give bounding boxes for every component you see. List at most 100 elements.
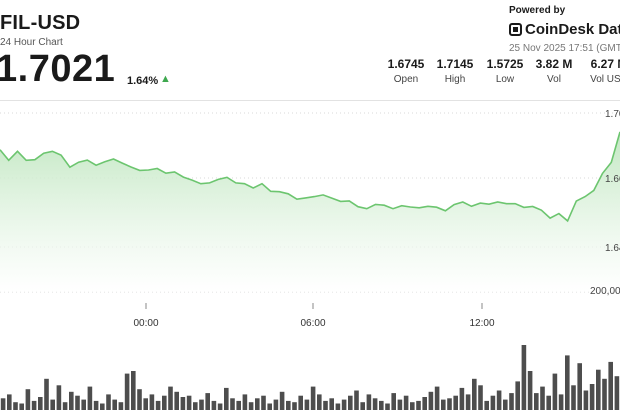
volume-bar	[310, 386, 316, 410]
y-tick-label: 1.70	[605, 109, 620, 120]
volume-bar	[124, 373, 130, 410]
volume-bar	[168, 386, 173, 410]
volume-bar	[93, 400, 99, 410]
stat-low-value: 1.5725	[486, 57, 524, 71]
volume-bar	[459, 387, 465, 410]
volume-bar	[87, 386, 93, 410]
volume-bar	[571, 385, 576, 410]
volume-bar	[236, 400, 241, 410]
volume-bar	[348, 395, 353, 410]
volume-bar	[224, 387, 229, 410]
brand-logo[interactable]: CoinDesk Data	[509, 21, 620, 38]
volume-bar	[143, 398, 148, 410]
volume-bar	[13, 402, 18, 410]
volume-bar	[503, 399, 508, 410]
volume-bar	[372, 398, 378, 410]
stat-high: 1.7145 High	[430, 57, 480, 85]
volume-bar	[211, 400, 217, 410]
header-separator	[0, 100, 620, 101]
volume-bar	[577, 363, 582, 410]
volume-bar	[317, 394, 322, 410]
stat-open-label: Open	[393, 74, 419, 85]
volume-bar	[608, 361, 613, 410]
volume-bar	[193, 402, 198, 410]
volume-tick-label: 200,000	[590, 286, 620, 297]
volume-bar	[137, 389, 142, 410]
volume-bar	[162, 395, 167, 410]
volume-bar	[565, 355, 570, 410]
stat-vol-label: Vol	[547, 74, 561, 85]
chart-subtitle: 24 Hour Chart	[0, 37, 63, 48]
volume-bar	[242, 394, 248, 410]
stat-high-value: 1.7145	[436, 57, 474, 71]
stat-vol-usd-label: Vol USD	[590, 74, 620, 85]
volume-bar	[199, 399, 204, 410]
volume-bar	[7, 394, 12, 410]
volume-bar	[62, 402, 68, 410]
volume-bar	[379, 400, 384, 410]
pair-title: FIL-USD	[0, 12, 81, 34]
volume-bar	[19, 403, 24, 410]
volume-bar	[174, 391, 179, 410]
price-line	[0, 131, 620, 223]
volume-bar	[304, 399, 310, 410]
volume-bar	[230, 398, 235, 410]
x-tick-label: 00:00	[133, 318, 158, 329]
volume-bar	[472, 378, 477, 410]
volume-bar	[205, 393, 210, 410]
x-tick-label: 06:00	[300, 318, 325, 329]
stat-vol-usd-value: 6.27 M	[590, 57, 620, 71]
volume-bar	[490, 395, 496, 410]
volume-bar	[596, 369, 601, 410]
up-arrow-icon: ▲	[160, 73, 171, 85]
volume-bar	[267, 403, 272, 410]
volume-bar	[292, 402, 297, 410]
volume-bar	[410, 402, 415, 410]
volume-bar	[298, 395, 303, 410]
powered-by-label: Powered by	[509, 5, 566, 16]
volume-bar	[44, 378, 49, 410]
volume-bar	[441, 399, 446, 410]
volume-bar	[521, 345, 527, 410]
volume-bar	[273, 399, 279, 410]
volume-bar	[38, 397, 43, 410]
stat-vol-usd: 6.27 M Vol USD	[584, 57, 620, 85]
volume-bar	[453, 395, 458, 410]
stat-vol: 3.82 M Vol	[529, 57, 579, 85]
y-tick-label: 1.66	[605, 174, 620, 185]
stat-vol-value: 3.82 M	[535, 57, 573, 71]
volume-bar	[484, 400, 489, 410]
volume-bar	[416, 400, 421, 410]
volume-bar	[329, 398, 334, 410]
volume-bar	[360, 402, 365, 410]
volume-bar	[397, 399, 403, 410]
volume-bar	[118, 402, 124, 410]
volume-bar	[614, 376, 620, 410]
volume-bar	[186, 395, 192, 410]
volume-bar	[0, 398, 6, 410]
volume-bar	[552, 373, 558, 410]
volume-bar	[428, 391, 434, 410]
volume-bar	[558, 394, 564, 410]
volume-bar	[540, 386, 545, 410]
volume-bar	[279, 391, 285, 410]
volume-bar	[81, 399, 86, 410]
volume-bar	[100, 403, 105, 410]
volume-bar	[589, 384, 595, 410]
volume-bar	[335, 403, 341, 410]
volume-bar	[391, 393, 396, 410]
volume-bar	[546, 395, 551, 410]
volume-bar	[403, 395, 409, 410]
volume-bar	[69, 391, 74, 410]
volume-bar	[286, 400, 291, 410]
volume-bar	[434, 386, 440, 410]
volume-bar	[31, 400, 37, 410]
volume-bar	[75, 395, 80, 410]
volume-bar	[527, 371, 533, 410]
volume-bar	[366, 394, 372, 410]
volume-bar	[112, 399, 117, 410]
coindesk-logo-icon	[509, 23, 522, 36]
stat-high-label: High	[444, 74, 466, 85]
volume-bar	[422, 397, 427, 410]
